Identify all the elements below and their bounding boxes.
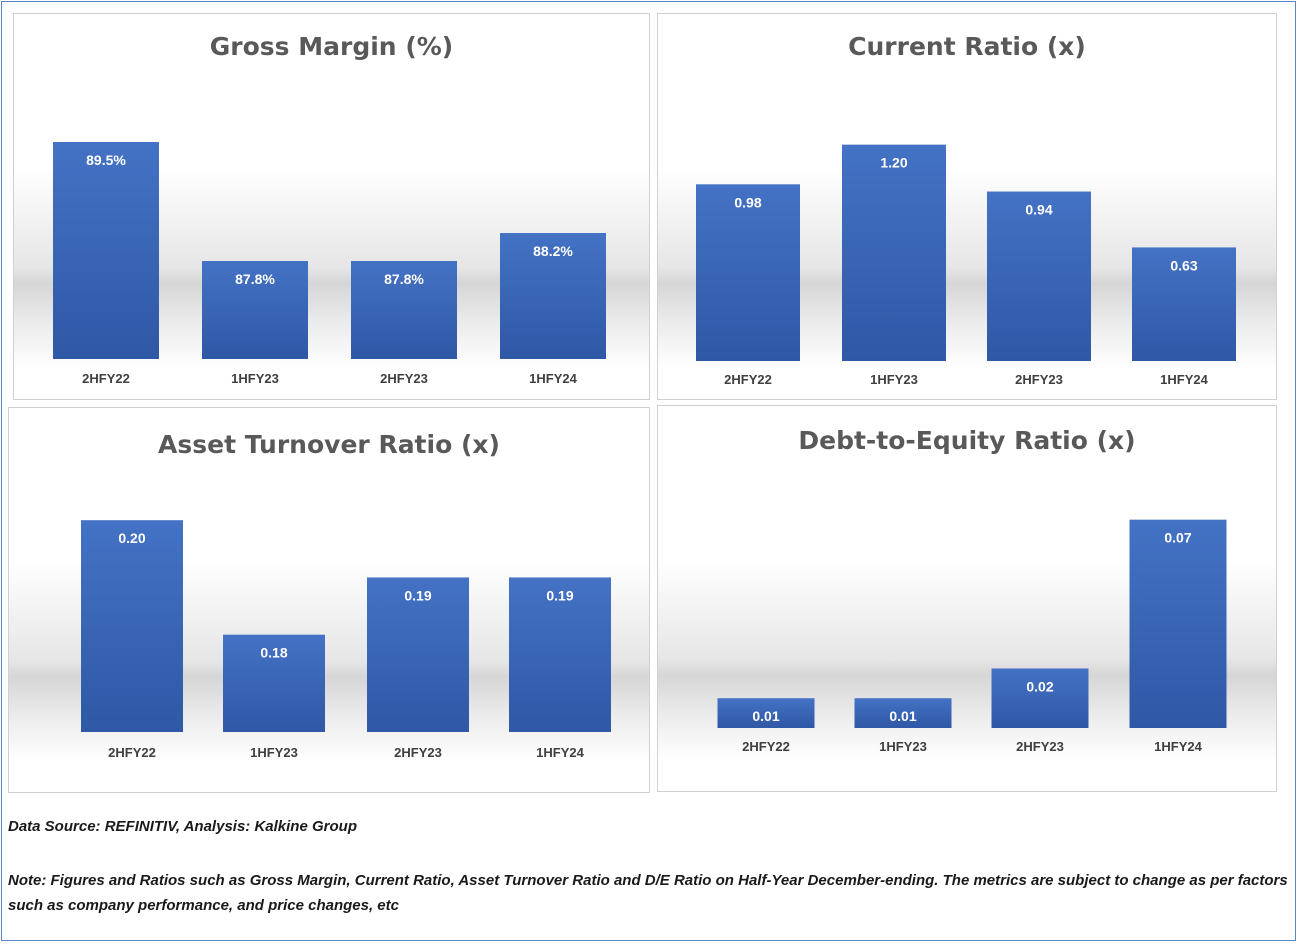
x-tick-label: 2HFY23 bbox=[1016, 739, 1064, 754]
bar-2HFY23 bbox=[367, 577, 469, 732]
x-tick-label: 1HFY24 bbox=[1154, 739, 1202, 754]
x-tick-label: 1HFY23 bbox=[879, 739, 927, 754]
bar-1HFY23 bbox=[202, 261, 308, 359]
x-tick-label: 2HFY23 bbox=[394, 745, 442, 760]
bar-1HFY24 bbox=[1129, 519, 1227, 728]
bar-2HFY22 bbox=[696, 184, 800, 361]
x-tick-label: 1HFY24 bbox=[529, 371, 577, 386]
debt-to-equity-chart: Debt-to-Equity Ratio (x) 0.01 2HFY22 0.01 1… bbox=[657, 405, 1277, 792]
bar-1HFY23 bbox=[854, 698, 952, 728]
data-label: 0.01 bbox=[889, 708, 916, 724]
data-label: 89.5% bbox=[86, 152, 126, 168]
bar-2HFY23 bbox=[987, 191, 1091, 361]
chart-title: Asset Turnover Ratio (x) bbox=[158, 430, 500, 459]
x-tick-label: 1HFY23 bbox=[870, 372, 918, 387]
bar-2HFY23 bbox=[991, 668, 1089, 728]
bar-1HFY24 bbox=[509, 577, 611, 732]
bar-2HFY22 bbox=[717, 698, 815, 728]
data-label: 0.98 bbox=[734, 194, 761, 210]
x-tick-label: 2HFY22 bbox=[742, 739, 790, 754]
gross-margin-chart: Gross Margin (%) 89.5% 2HFY22 87.8% 1HFY23 8… bbox=[13, 13, 650, 400]
current-ratio-chart: Current Ratio (x) 0.98 2HFY22 1.20 1HFY23 0.… bbox=[657, 13, 1277, 400]
x-tick-label: 1HFY24 bbox=[1160, 372, 1208, 387]
x-tick-label: 2HFY23 bbox=[380, 371, 428, 386]
x-tick-label: 1HFY23 bbox=[231, 371, 279, 386]
data-label: 0.19 bbox=[404, 587, 431, 603]
data-label: 0.18 bbox=[260, 645, 287, 661]
data-label: 0.01 bbox=[752, 708, 779, 724]
current-ratio-plot: 0.98 2HFY22 1.20 1HFY23 0.94 2HFY23 0.63 1HFY24 bbox=[696, 144, 1236, 387]
bar-1HFY24 bbox=[500, 233, 606, 359]
data-label: 88.2% bbox=[533, 243, 573, 259]
data-label: 0.94 bbox=[1025, 202, 1052, 218]
data-label: 0.02 bbox=[1026, 678, 1053, 694]
chart-title: Debt-to-Equity Ratio (x) bbox=[798, 426, 1136, 455]
data-label: 0.19 bbox=[546, 587, 573, 603]
bar-1HFY24 bbox=[1132, 247, 1236, 361]
bar-1HFY23 bbox=[223, 634, 325, 732]
bar-2HFY23 bbox=[351, 261, 457, 359]
note-text: Note: Figures and Ratios such as Gross M… bbox=[8, 872, 1288, 914]
gross-margin-plot: 89.5% 2HFY22 87.8% 1HFY23 87.8% 2HFY23 88.2% 1H… bbox=[53, 142, 606, 386]
bar-1HFY23 bbox=[842, 144, 946, 361]
data-label: 1.20 bbox=[880, 155, 907, 171]
x-tick-label: 2HFY22 bbox=[108, 745, 156, 760]
data-label: 0.07 bbox=[1164, 530, 1191, 546]
debt-to-equity-plot: 0.01 2HFY22 0.01 1HFY23 0.02 2HFY23 0.07 1HFY24 bbox=[717, 519, 1227, 754]
data-label: 0.20 bbox=[118, 530, 145, 546]
data-label: 87.8% bbox=[235, 271, 275, 287]
asset-turnover-chart: Asset Turnover Ratio (x) 0.20 2HFY22 0.18 1… bbox=[8, 407, 650, 793]
x-tick-label: 1HFY23 bbox=[250, 745, 298, 760]
x-tick-label: 2HFY22 bbox=[724, 372, 772, 387]
x-tick-label: 1HFY24 bbox=[536, 745, 584, 760]
data-source-text: Data Source: REFINITIV, Analysis: Kalkin… bbox=[8, 818, 357, 835]
data-label: 0.63 bbox=[1170, 257, 1197, 273]
x-tick-label: 2HFY23 bbox=[1015, 372, 1063, 387]
chart-title: Gross Margin (%) bbox=[209, 32, 454, 61]
bar-2HFY22 bbox=[81, 520, 183, 732]
x-tick-label: 2HFY22 bbox=[82, 371, 130, 386]
bar-2HFY22 bbox=[53, 142, 159, 359]
data-label: 87.8% bbox=[384, 271, 424, 287]
chart-title: Current Ratio (x) bbox=[848, 32, 1086, 61]
asset-turnover-plot: 0.20 2HFY22 0.18 1HFY23 0.19 2HFY23 0.19 1HFY24 bbox=[81, 520, 611, 760]
